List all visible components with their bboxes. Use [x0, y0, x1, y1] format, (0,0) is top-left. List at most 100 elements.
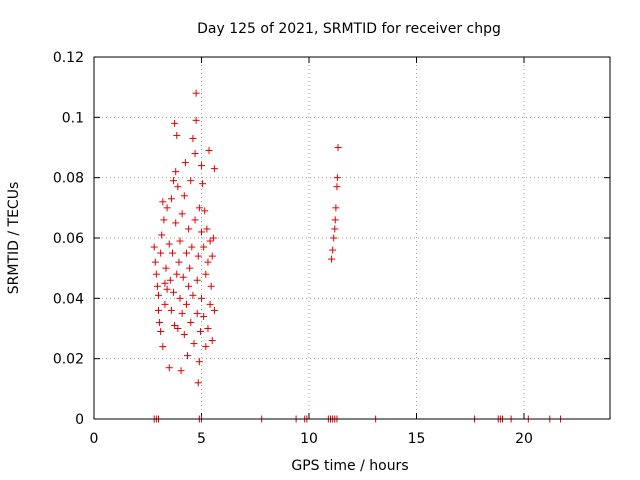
data-point: [174, 183, 182, 191]
x-tick-label: 0: [90, 431, 99, 447]
data-point: [172, 168, 180, 176]
data-point: [159, 343, 167, 351]
data-points: [150, 89, 565, 423]
data-point: [208, 337, 216, 345]
data-point: [204, 325, 212, 332]
data-point: [161, 279, 169, 287]
data-point: [196, 328, 204, 336]
data-point: [159, 198, 167, 206]
data-point: [155, 291, 162, 299]
data-point: [201, 207, 209, 215]
data-point: [182, 300, 190, 308]
data-point: [173, 270, 181, 278]
data-point: [198, 162, 205, 170]
data-point: [333, 174, 341, 182]
data-point: [165, 364, 173, 372]
data-point: [209, 234, 217, 242]
data-point: [193, 309, 201, 317]
data-point: [188, 243, 196, 251]
plot-frame: [93, 56, 611, 420]
data-point: [157, 328, 165, 336]
data-point: [174, 325, 182, 332]
data-point: [178, 309, 186, 317]
x-axis-tick-labels: 0 5 10 15 20: [90, 431, 533, 447]
data-point: [191, 216, 199, 224]
data-point: [180, 192, 188, 200]
data-point: [172, 219, 180, 227]
data-point: [168, 249, 176, 257]
data-point: [153, 282, 161, 290]
data-point: [165, 240, 173, 248]
x-tick-label: 5: [197, 431, 206, 447]
y-tick-label: 0.02: [53, 352, 84, 368]
y-tick-label: 0: [75, 412, 84, 428]
y-tick-label: 0.1: [62, 110, 84, 126]
data-point: [207, 282, 215, 290]
data-point: [186, 264, 194, 272]
data-point: [171, 321, 179, 329]
y-tick-label: 0.06: [53, 231, 84, 247]
data-point: [189, 291, 197, 299]
data-point: [195, 358, 203, 366]
data-point: [202, 270, 210, 278]
data-point: [200, 243, 208, 251]
data-point: [157, 249, 165, 257]
data-point: [187, 318, 195, 326]
data-point: [206, 300, 214, 308]
data-point: [173, 131, 181, 139]
data-point: [199, 180, 207, 188]
axis-ticks: [93, 56, 610, 420]
data-point: [331, 216, 339, 224]
data-point: [192, 89, 200, 97]
data-point: [328, 255, 336, 263]
data-point: [194, 379, 202, 387]
data-point: [192, 116, 200, 124]
data-point: [334, 144, 342, 151]
data-point: [176, 294, 184, 302]
data-point: [193, 276, 201, 284]
data-point: [329, 246, 337, 254]
data-point: [204, 258, 212, 266]
data-point: [156, 318, 164, 326]
y-tick-label: 0.12: [53, 50, 84, 66]
data-point: [332, 204, 340, 212]
data-point: [176, 237, 184, 245]
data-point: [162, 264, 170, 272]
y-axis-tick-labels: 0 0.02 0.04 0.06 0.08 0.1 0.12: [53, 50, 84, 428]
data-point: [170, 177, 178, 185]
data-point: [178, 210, 186, 218]
data-point: [166, 276, 174, 284]
data-point: [189, 134, 197, 142]
chart-title: Day 125 of 2021, SRMTID for receiver chp…: [197, 21, 501, 37]
x-tick-label: 10: [300, 431, 318, 447]
data-point: [208, 252, 216, 260]
data-point: [152, 270, 160, 278]
data-point: [185, 282, 193, 290]
data-point: [158, 231, 166, 239]
x-tick-label: 20: [515, 431, 533, 447]
data-point: [203, 225, 211, 233]
data-point: [179, 273, 187, 281]
data-point: [177, 367, 185, 375]
x-tick-label: 15: [408, 431, 426, 447]
data-point: [151, 258, 159, 266]
data-point: [200, 312, 208, 320]
data-point: [163, 204, 171, 212]
data-point: [202, 343, 210, 351]
data-point: [171, 119, 179, 127]
y-tick-label: 0.04: [53, 291, 84, 307]
data-point: [195, 204, 203, 212]
data-point: [210, 165, 218, 173]
data-point: [175, 258, 183, 266]
data-point: [198, 294, 205, 302]
y-tick-label: 0.08: [53, 171, 84, 187]
data-point: [331, 225, 339, 233]
grid-lines: [94, 57, 610, 419]
data-point: [194, 252, 202, 260]
data-point: [333, 183, 341, 191]
data-point: [163, 285, 171, 293]
data-point: [330, 234, 338, 242]
data-point: [191, 150, 199, 158]
data-point: [198, 228, 205, 236]
